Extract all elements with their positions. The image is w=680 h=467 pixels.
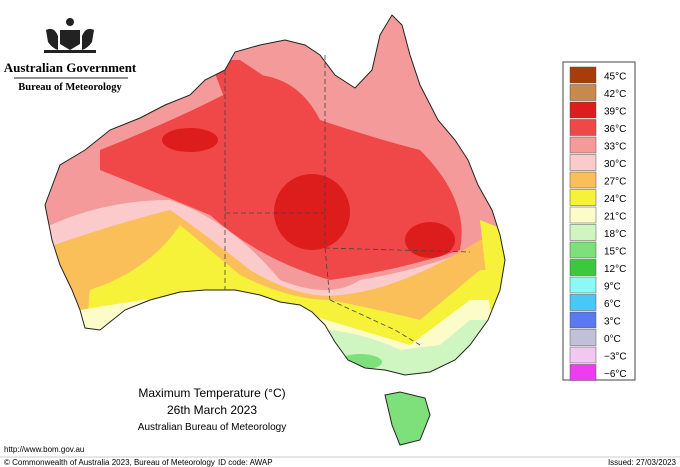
- legend-swatch: [569, 84, 597, 101]
- legend-label: 15°C: [604, 246, 626, 257]
- footer-issued: Issued: 27/03/2023: [608, 458, 677, 467]
- footer-copyright: © Commonwealth of Australia 2023, Bureau…: [4, 458, 215, 467]
- legend-swatch: [569, 119, 597, 136]
- legend-swatch: [569, 154, 597, 171]
- map-title: Maximum Temperature (°C): [138, 386, 285, 400]
- legend-swatch: [569, 189, 597, 206]
- legend-label: −3°C: [604, 351, 627, 362]
- map-date: 26th March 2023: [167, 403, 257, 417]
- legend-label: 21°C: [604, 211, 626, 222]
- legend-swatch: [569, 66, 597, 84]
- legend-label: 27°C: [604, 176, 626, 187]
- legend-swatch: [569, 101, 597, 119]
- legend-swatch: [569, 259, 597, 276]
- legend-label: 24°C: [604, 194, 626, 205]
- legend-swatch: [569, 311, 597, 329]
- legend-swatch: [569, 224, 597, 241]
- legend-label: 18°C: [604, 229, 626, 240]
- legend-swatch: [569, 364, 597, 381]
- footer-id: ID code: AWAP: [218, 458, 273, 467]
- bureau-name: Bureau of Meteorology: [18, 82, 122, 93]
- legend-swatch: [569, 346, 597, 364]
- tasmania: [384, 391, 431, 446]
- coat-of-arms: [44, 18, 96, 53]
- legend-label: 33°C: [604, 141, 626, 152]
- legend-label: 0°C: [604, 334, 621, 345]
- legend-label: 3°C: [604, 316, 621, 327]
- legend-swatch: [569, 294, 597, 311]
- legend-label: 9°C: [604, 281, 621, 292]
- legend-label: 36°C: [604, 124, 626, 135]
- legend: 45°C 42°C 39°C 36°C 33°C 30°C 27°C 24°C 21°C 18°C…: [569, 66, 627, 381]
- legend-label: 30°C: [604, 159, 626, 170]
- state-borders: [224, 55, 471, 346]
- legend-label: 39°C: [604, 106, 626, 117]
- legend-label: −6°C: [604, 369, 627, 380]
- legend-swatch: [569, 276, 597, 294]
- footer-url: http://www.bom.gov.au: [4, 445, 84, 454]
- legend-label: 45°C: [604, 71, 626, 82]
- legend-label: 42°C: [604, 89, 626, 100]
- legend-swatch: [569, 206, 597, 224]
- legend-swatch: [569, 241, 597, 259]
- legend-label: 12°C: [604, 264, 626, 275]
- map-source: Australian Bureau of Meteorology: [138, 422, 286, 433]
- government-name: Australian Government: [4, 60, 137, 75]
- legend-swatch: [569, 136, 597, 154]
- legend-label: 6°C: [604, 299, 621, 310]
- legend-swatch: [569, 329, 597, 346]
- legend-swatch: [569, 171, 597, 189]
